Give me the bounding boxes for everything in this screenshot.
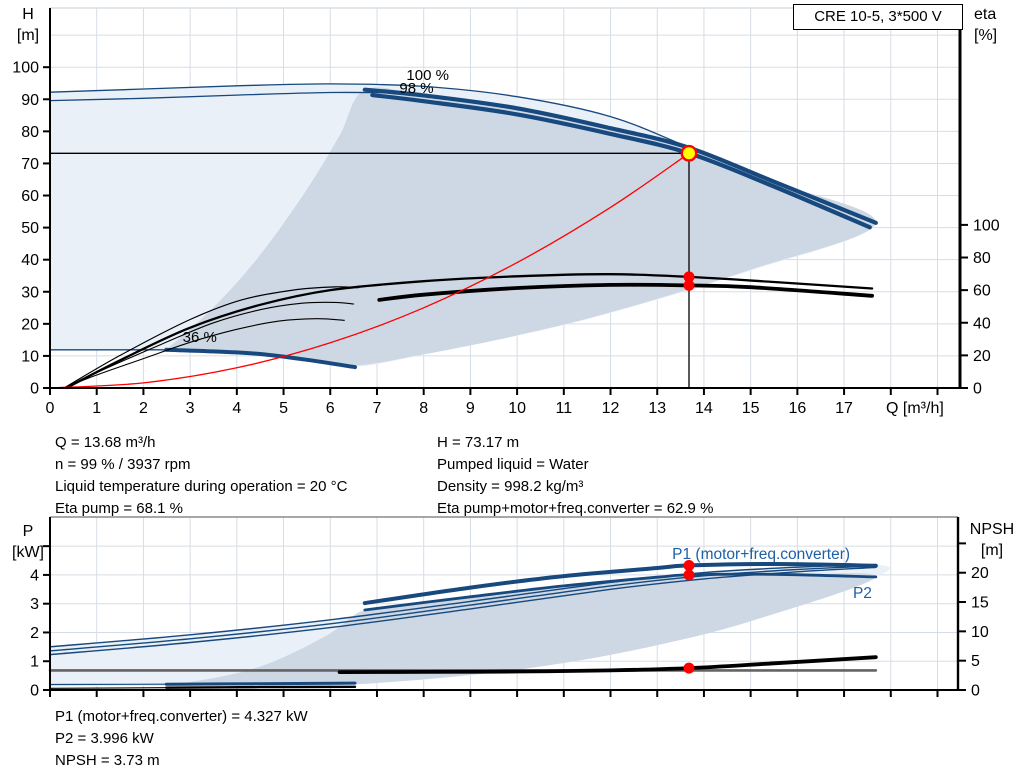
bottom-tick-label: 3	[186, 400, 195, 417]
left-tick-label: 2	[30, 625, 39, 642]
power-axis-label: P [kW]	[12, 523, 44, 561]
curve-label: 36 %	[183, 329, 217, 346]
eta-pump-curve	[65, 273, 874, 390]
eta-total-curve	[377, 282, 874, 302]
npsh-axis-label: NPSH [m]	[969, 521, 1015, 559]
bottom-tick-label: 6	[326, 400, 335, 417]
head-axis-label: H [m]	[16, 6, 40, 44]
p2-36pct-thin	[49, 687, 167, 689]
eta-part-load-curve-c	[63, 318, 345, 389]
curve-label: P2	[853, 585, 872, 602]
info-line: Density = 998.2 kg/m³	[437, 478, 584, 495]
left-tick-label: 80	[21, 124, 39, 141]
right-tick-label: 15	[971, 595, 989, 612]
bottom-tick-label: 5	[279, 400, 288, 417]
bottom-tick-label: 16	[788, 400, 806, 417]
info-line: Q = 13.68 m³/h	[55, 434, 156, 451]
p1-max-thin-curve	[49, 563, 877, 648]
bottom-tick-label: 12	[602, 400, 620, 417]
npsh-curve	[337, 655, 878, 674]
pump-model-label: CRE 10-5, 3*500 V	[814, 8, 942, 25]
right-tick-label: 0	[973, 381, 982, 398]
left-tick-label: 100	[12, 60, 39, 77]
p2-curve	[363, 572, 878, 612]
info-line: n = 99 % / 3937 rpm	[55, 456, 191, 473]
p1-curve	[362, 561, 878, 606]
left-tick-label: 30	[21, 284, 39, 301]
left-tick-label: 70	[21, 156, 39, 173]
eta-pump-duty-dot	[683, 271, 695, 283]
right-tick-label: 10	[971, 624, 989, 641]
eta-total-duty-dot	[683, 279, 695, 291]
right-tick-label: 5	[971, 653, 980, 670]
system-curve	[49, 152, 690, 389]
info-line: Eta pump+motor+freq.converter = 62.9 %	[437, 500, 714, 517]
curve-label: P1 (motor+freq.converter)	[672, 546, 850, 563]
eta-part-load-curve-a	[63, 286, 359, 389]
left-tick-label: 0	[30, 381, 39, 398]
left-tick-label: 0	[30, 683, 39, 700]
left-tick-label: 90	[21, 92, 39, 109]
right-tick-label: 20	[973, 348, 991, 365]
bottom-tick-label: 0	[46, 400, 55, 417]
duty-info-left: Q = 13.68 m³/h n = 99 % / 3937 rpm Liqui…	[55, 432, 347, 520]
duty-info-right: H = 73.17 m Pumped liquid = Water Densit…	[437, 432, 713, 520]
left-tick-label: 10	[21, 348, 39, 365]
bottom-tick-label: 8	[419, 400, 428, 417]
info-line: Eta pump = 68.1 %	[55, 500, 183, 517]
right-tick-label: 40	[973, 315, 991, 332]
qh-curve-100pct	[362, 87, 878, 225]
npsh-duty-dot	[683, 662, 695, 674]
eta-part-load-curve-b	[63, 301, 355, 389]
power-info-block: P1 (motor+freq.converter) = 4.327 kW P2 …	[55, 706, 308, 772]
bottom-tick-label: 4	[232, 400, 241, 417]
left-tick-label: 60	[21, 188, 39, 205]
bottom-tick-label: 13	[648, 400, 666, 417]
right-tick-label: 100	[973, 217, 1000, 234]
qh-curve-36pct	[164, 347, 357, 370]
info-line: NPSH = 3.73 m	[55, 752, 160, 769]
duty-point	[680, 144, 698, 162]
left-tick-label: 1	[30, 654, 39, 671]
left-tick-label: 40	[21, 252, 39, 269]
power-allowed-region	[166, 573, 876, 686]
left-tick-label: 3	[30, 596, 39, 613]
left-tick-label: 20	[21, 316, 39, 333]
info-line: H = 73.17 m	[437, 434, 520, 451]
right-tick-label: 20	[971, 565, 989, 582]
p2-36pct-curve	[165, 685, 357, 689]
bottom-tick-label: 11	[556, 400, 573, 417]
bottom-tick-label: 7	[373, 400, 382, 417]
curve-label: 98 %	[399, 80, 433, 97]
info-line: Liquid temperature during operation = 20…	[55, 478, 348, 495]
right-tick-label: 60	[973, 283, 991, 300]
info-line: P1 (motor+freq.converter) = 4.327 kW	[55, 708, 308, 725]
right-tick-label: 0	[971, 683, 980, 700]
pump-model-box: CRE 10-5, 3*500 V	[793, 4, 963, 30]
p1-36pct-curve	[164, 681, 357, 686]
bottom-tick-label: 17	[835, 400, 853, 417]
p2-duty-dot	[683, 569, 695, 581]
left-tick-label: 4	[30, 567, 39, 584]
right-tick-label: 80	[973, 250, 991, 267]
curve-label: 100 %	[406, 67, 449, 84]
info-line: P2 = 3.996 kW	[55, 730, 154, 747]
p1-mid-thin-curve	[49, 565, 877, 652]
left-tick-label: 50	[21, 220, 39, 237]
info-line: Pumped liquid = Water	[437, 456, 589, 473]
flow-axis-unit-label: Q [m³/h]	[886, 400, 944, 417]
bottom-tick-label: 9	[466, 400, 475, 417]
bottom-tick-label: 14	[695, 400, 713, 417]
bottom-tick-label: 15	[742, 400, 760, 417]
p1-duty-dot	[683, 560, 695, 572]
bottom-tick-label: 10	[508, 400, 526, 417]
eta-axis-label: eta [%]	[974, 6, 998, 44]
nominal-speed-thin-curve	[49, 91, 406, 102]
bottom-tick-label: 2	[139, 400, 148, 417]
bottom-tick-label: 1	[92, 400, 101, 417]
qh-curve-98pct	[370, 93, 872, 230]
